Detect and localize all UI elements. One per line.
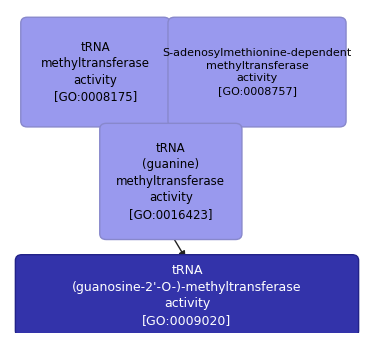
Text: tRNA
methyltransferase
activity
[GO:0008175]: tRNA methyltransferase activity [GO:0008… bbox=[41, 41, 150, 103]
FancyBboxPatch shape bbox=[100, 123, 242, 239]
Text: S-adenosylmethionine-dependent
methyltransferase
activity
[GO:0008757]: S-adenosylmethionine-dependent methyltra… bbox=[162, 48, 352, 96]
FancyBboxPatch shape bbox=[21, 17, 170, 127]
FancyBboxPatch shape bbox=[168, 17, 346, 127]
FancyBboxPatch shape bbox=[15, 255, 359, 337]
Text: tRNA
(guanosine-2'-O-)-methyltransferase
activity
[GO:0009020]: tRNA (guanosine-2'-O-)-methyltransferase… bbox=[72, 265, 302, 327]
Text: tRNA
(guanine)
methyltransferase
activity
[GO:0016423]: tRNA (guanine) methyltransferase activit… bbox=[116, 142, 226, 221]
